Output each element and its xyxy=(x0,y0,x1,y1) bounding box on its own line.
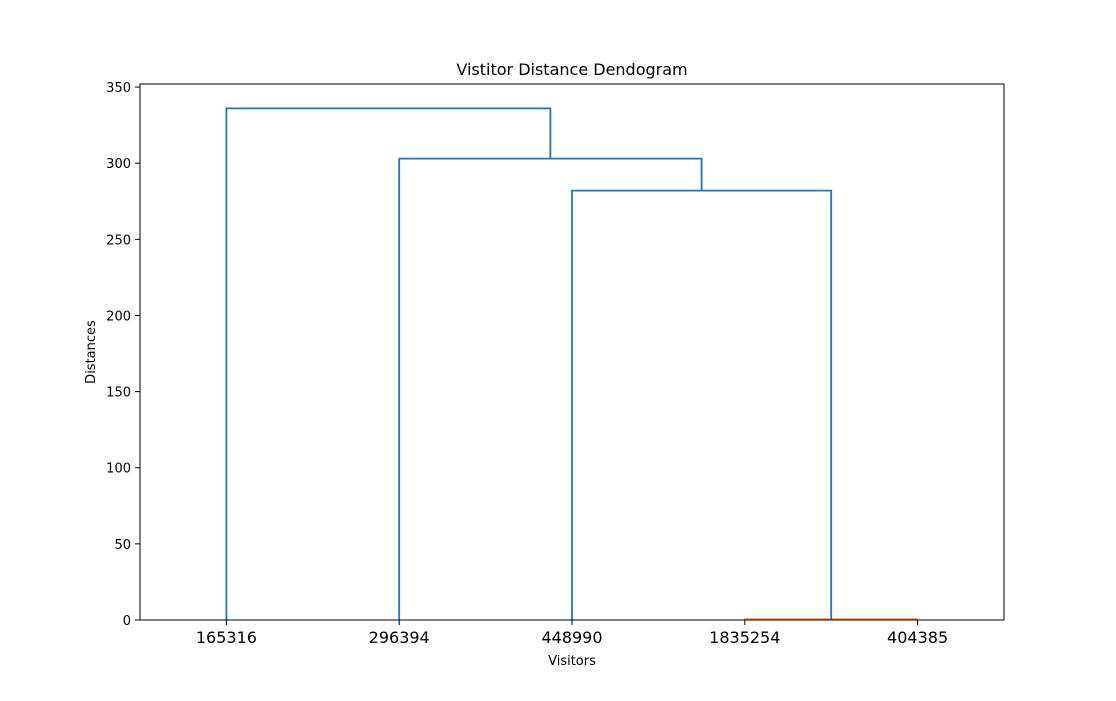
x-axis-ticks: 165316 296394 448990 1835254 404385 xyxy=(196,620,948,647)
chart-title: Vistitor Distance Dendogram xyxy=(456,60,687,79)
y-tick-label: 350 xyxy=(106,81,131,96)
y-tick-label: 300 xyxy=(106,157,131,172)
x-tick-label: 404385 xyxy=(887,628,948,647)
y-tick-label: 200 xyxy=(106,309,131,324)
x-tick-label: 296394 xyxy=(369,628,430,647)
y-tick-label: 50 xyxy=(114,538,131,553)
x-tick-label: 165316 xyxy=(196,628,257,647)
dendrogram-link xyxy=(571,189,833,620)
dendrogram-links xyxy=(225,107,919,621)
y-tick-label: 150 xyxy=(106,386,131,401)
x-tick-label: 448990 xyxy=(541,628,602,647)
y-axis-ticks: 0 50 100 150 200 250 300 350 xyxy=(106,81,140,629)
y-axis-label: Distances xyxy=(84,320,99,384)
dendrogram-link xyxy=(398,157,703,620)
y-tick-label: 250 xyxy=(106,233,131,248)
plot-area-frame xyxy=(139,83,1005,621)
x-tick-label: 1835254 xyxy=(709,628,780,647)
y-tick-label: 100 xyxy=(106,462,131,477)
x-axis-label: Visitors xyxy=(548,654,596,669)
dendrogram-link xyxy=(225,107,552,620)
y-tick-label: 0 xyxy=(123,614,131,629)
